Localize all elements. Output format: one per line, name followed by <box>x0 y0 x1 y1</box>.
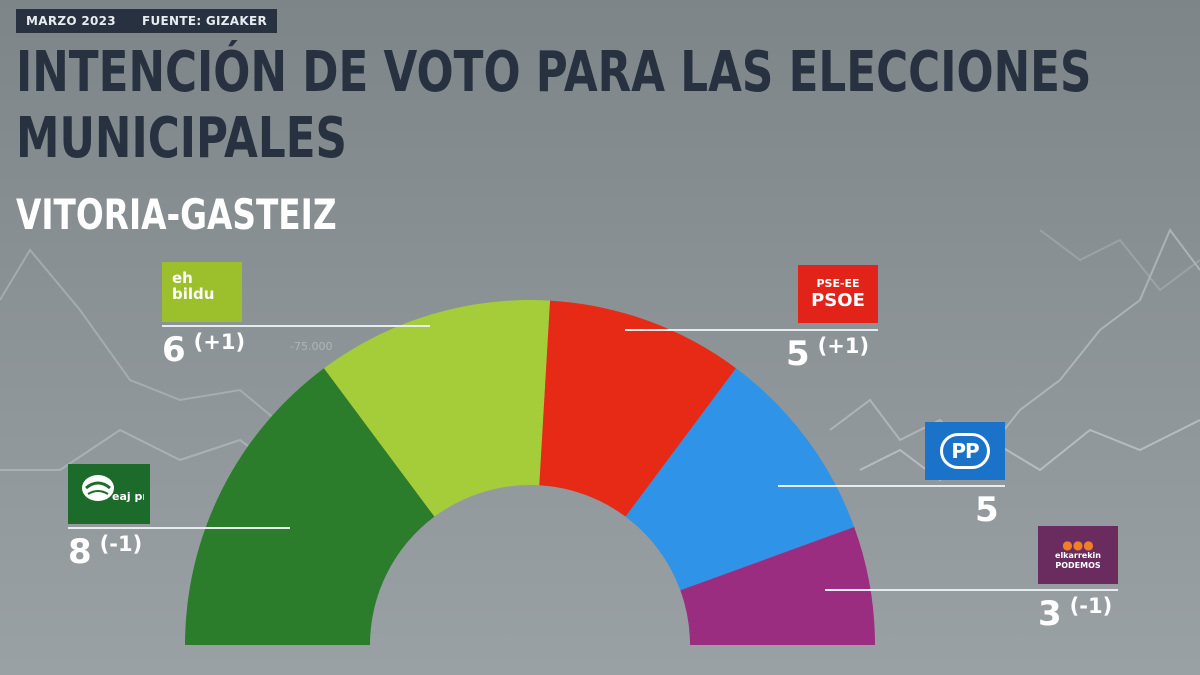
podemos-logo: ●●● elkarrekin PODEMOS <box>1038 526 1118 584</box>
seat-label-psoe: 5 (+1) <box>786 334 869 374</box>
hemicycle-segment-pp <box>625 368 855 591</box>
seat-change-pnv: (-1) <box>99 532 143 556</box>
hemicycle-segment-pnv <box>185 368 435 645</box>
hemicycle-segment-psoe <box>539 300 737 517</box>
seat-label-pp: 5 <box>975 490 1007 530</box>
seat-value-pp: 5 <box>975 490 999 530</box>
pp-logo-mark: PP <box>940 433 990 469</box>
background-value-label: -75.000 <box>290 340 332 353</box>
leader-line-pnv <box>68 527 290 529</box>
bildu-logo: eh bildu <box>162 262 242 322</box>
meta-bar: MARZO 2023 FUENTE: GIZAKER <box>16 9 278 33</box>
seat-value-psoe: 5 <box>786 334 810 374</box>
podemos-logo-line-2: PODEMOS <box>1055 561 1101 570</box>
leader-line-psoe <box>625 329 878 331</box>
title-line-2: MUNICIPALES <box>16 106 348 171</box>
hemicycle-segment-bildu <box>323 300 551 517</box>
date-label: MARZO 2023 <box>26 14 116 28</box>
seat-value-podemos: 3 <box>1038 594 1062 634</box>
bildu-logo-line-2: bildu <box>172 285 215 303</box>
seat-label-bildu: 6 (+1) <box>162 330 245 370</box>
seat-change-bildu: (+1) <box>193 330 246 354</box>
leader-line-bildu <box>162 325 430 327</box>
pnv-logo: eaj pnv <box>68 464 150 524</box>
leader-line-pp <box>778 485 1005 487</box>
psoe-logo-line-2: PSOE <box>811 290 865 311</box>
seat-value-pnv: 8 <box>68 532 92 572</box>
seat-label-podemos: 3 (-1) <box>1038 594 1112 634</box>
seat-value-bildu: 6 <box>162 330 186 370</box>
pnv-logo-text: eaj pnv <box>112 490 144 503</box>
pnv-logo-mark: eaj pnv <box>82 475 144 503</box>
pp-logo: PP <box>925 422 1005 480</box>
seat-label-pnv: 8 (-1) <box>68 532 142 572</box>
hemicycle-segment-podemos <box>680 527 875 645</box>
leader-line-podemos <box>825 589 1118 591</box>
podemos-logo-line-1: elkarrekin <box>1055 551 1101 560</box>
psoe-logo-line-1: PSE-EE <box>816 277 860 290</box>
podemos-dots-icon: ●●● <box>1062 538 1094 552</box>
seat-change-psoe: (+1) <box>817 334 870 358</box>
psoe-logo: PSE-EE PSOE <box>798 265 878 323</box>
chart-subtitle: VITORIA-GASTEIZ <box>16 190 337 239</box>
bildu-logo-line-1: eh <box>172 269 193 287</box>
seat-change-podemos: (-1) <box>1069 594 1113 618</box>
source-label: FUENTE: GIZAKER <box>141 14 268 28</box>
